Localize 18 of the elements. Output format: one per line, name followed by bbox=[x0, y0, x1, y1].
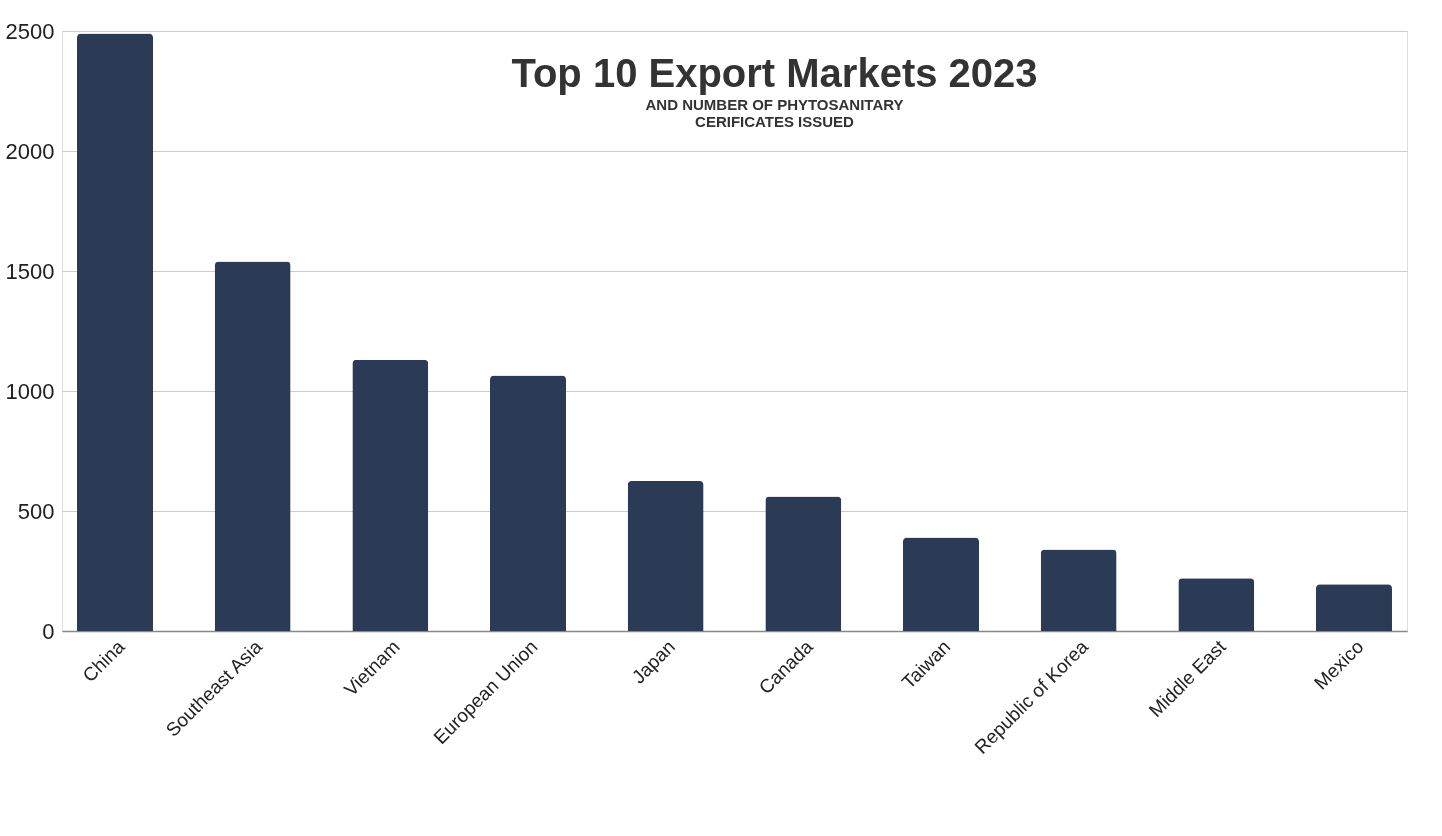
bar bbox=[903, 537, 979, 631]
bar bbox=[1178, 578, 1255, 631]
bar bbox=[490, 375, 566, 631]
bar bbox=[765, 496, 842, 631]
y-tick-label: 1500 bbox=[5, 258, 55, 284]
bar bbox=[214, 261, 291, 631]
y-tick-label: 2500 bbox=[5, 18, 55, 44]
y-tick-label: 0 bbox=[42, 618, 55, 644]
y-tick-label: 500 bbox=[17, 498, 55, 524]
bar bbox=[627, 481, 704, 631]
bar bbox=[1040, 549, 1117, 631]
bar bbox=[1316, 584, 1392, 631]
bar bbox=[77, 33, 153, 631]
text: AND NUMBER OF PHYTOSANITARY CERIFICATES ISSUED bbox=[645, 96, 904, 130]
bar bbox=[352, 359, 429, 631]
text: Top 10 Export Markets 2023 bbox=[511, 51, 1038, 95]
y-tick-label: 2000 bbox=[5, 138, 55, 164]
y-tick-label: 1000 bbox=[5, 378, 55, 404]
